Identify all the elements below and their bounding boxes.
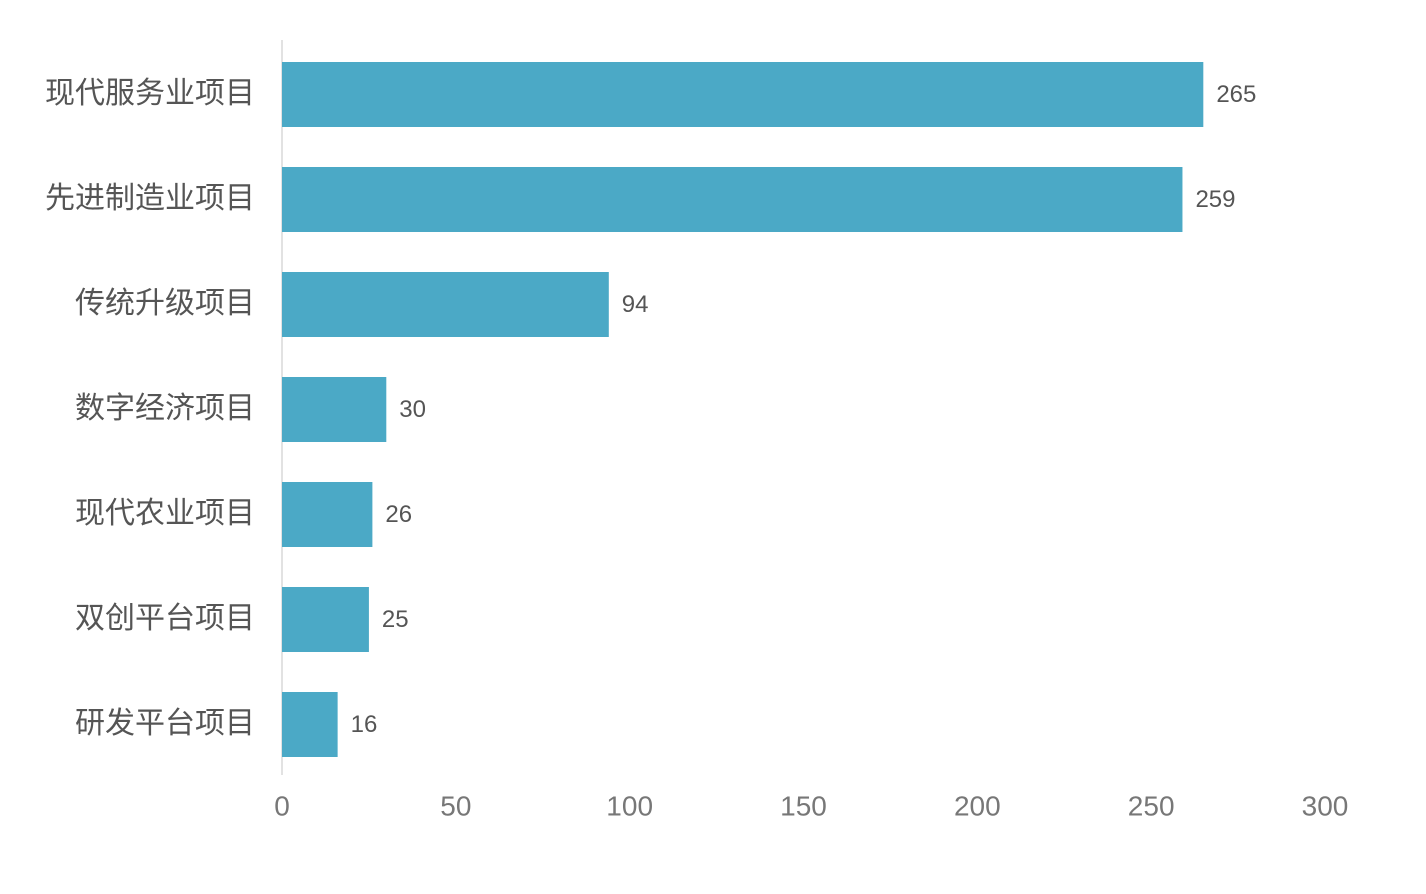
value-label: 265 [1216, 81, 1256, 108]
category-label: 现代农业项目 [75, 496, 255, 531]
x-tick-label: 150 [780, 790, 827, 821]
bar [282, 272, 609, 337]
category-label: 研发平台项目 [75, 706, 255, 741]
bar [282, 377, 387, 442]
bar [282, 482, 373, 547]
category-label: 数字经济项目 [75, 391, 255, 426]
x-tick-label: 100 [606, 790, 653, 821]
x-tick-label: 250 [1128, 790, 1175, 821]
value-label: 16 [351, 711, 378, 738]
bar [282, 167, 1183, 232]
value-label: 25 [382, 606, 409, 633]
value-label: 94 [622, 291, 649, 318]
x-tick-label: 300 [1302, 790, 1349, 821]
x-tick-label: 50 [440, 790, 471, 821]
category-label: 现代服务业项目 [45, 76, 255, 111]
x-tick-label: 200 [954, 790, 1001, 821]
bar [282, 692, 338, 757]
category-label: 传统升级项目 [75, 286, 255, 321]
category-label: 双创平台项目 [75, 601, 255, 636]
value-label: 26 [385, 501, 412, 528]
value-label: 259 [1195, 186, 1235, 213]
bar [282, 62, 1204, 127]
value-label: 30 [399, 396, 426, 423]
bar [282, 587, 369, 652]
category-label: 先进制造业项目 [45, 181, 255, 216]
x-tick-label: 0 [274, 790, 290, 821]
